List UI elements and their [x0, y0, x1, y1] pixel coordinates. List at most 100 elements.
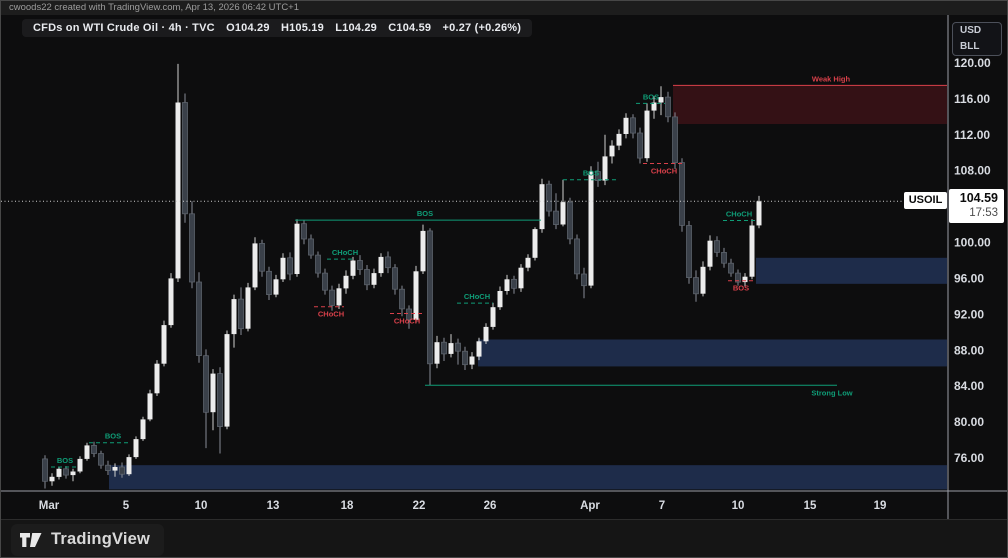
price-chart-pane[interactable]: BOS BOS BOS CHoCH CHoCH CHoCH CHoCH Strong Low B…	[1, 1, 1008, 519]
candle-down	[357, 255, 363, 275]
candle-up	[651, 96, 657, 119]
tradingview-logo-icon	[20, 532, 42, 547]
weak-high-label: Weak High	[812, 74, 851, 83]
price-tick: 88.00	[954, 343, 984, 357]
candle-down	[686, 221, 692, 284]
candle-up	[602, 134, 608, 186]
candle-up	[700, 261, 706, 297]
candle-up	[644, 103, 650, 162]
attribution-bar: cwoods22 created with TradingView.com, A…	[1, 1, 1007, 15]
candle-up	[231, 294, 237, 348]
candle-down	[574, 234, 580, 280]
unit-label[interactable]: BLL	[960, 41, 980, 52]
legend-change: +0.27 (+0.26%)	[442, 22, 522, 34]
candle-up	[84, 442, 90, 461]
price-tick: 112.00	[954, 128, 990, 142]
candle-down	[315, 251, 321, 278]
candle-up	[532, 227, 538, 261]
price-tick: 76.00	[954, 451, 984, 465]
price-tick: 92.00	[954, 307, 984, 321]
candle-down	[385, 251, 391, 274]
candle-up	[707, 235, 713, 271]
price-scale-unit-toggle[interactable]: USD BLL	[952, 22, 1002, 56]
candle-up	[588, 166, 594, 289]
last-price-value: 104.59	[959, 191, 998, 205]
tradingview-logo-link[interactable]: TradingView	[11, 523, 165, 556]
bos-label: BOS	[733, 284, 749, 293]
legend-open: O104.29	[226, 22, 270, 34]
candle-up	[483, 323, 489, 344]
candle-up	[609, 140, 615, 164]
candle-up	[49, 473, 55, 486]
demand-zone-low[interactable]	[109, 465, 947, 490]
candle-down	[399, 285, 405, 317]
bos-label: BOS	[643, 92, 659, 101]
time-tick: 7	[659, 500, 665, 512]
candle-down	[322, 268, 328, 295]
candle-up	[756, 195, 762, 229]
last-price-symbol-tag: USOIL	[904, 192, 947, 209]
tradingview-brand-text: TradingView	[51, 530, 151, 548]
price-tick: 108.00	[954, 164, 991, 178]
attribution-text: cwoods22 created with TradingView.com, A…	[9, 2, 300, 13]
candle-up	[168, 273, 174, 328]
supply-zone[interactable]	[673, 85, 947, 125]
candle-down	[203, 349, 209, 449]
candle-down	[546, 180, 552, 217]
demand-zone-mid[interactable]	[478, 339, 947, 367]
candle-up	[742, 273, 748, 287]
candle-down	[189, 201, 195, 289]
candle-up	[623, 113, 629, 139]
candle-up	[273, 274, 279, 298]
candle-down	[308, 234, 314, 259]
bos-label: BOS	[583, 169, 599, 178]
price-scale[interactable]	[948, 15, 1008, 491]
candle-down	[728, 258, 734, 277]
time-tick: 18	[341, 500, 354, 512]
price-tick: 120.00	[954, 56, 991, 70]
candle-up	[378, 253, 384, 277]
candle-up	[525, 254, 531, 272]
candle-down	[301, 220, 307, 245]
candle-down	[567, 197, 573, 245]
currency-label[interactable]: USD	[960, 25, 982, 36]
candle-up	[70, 468, 76, 482]
demand-zone-high[interactable]	[756, 257, 947, 284]
bos-label: BOS	[417, 209, 433, 218]
candle-down	[217, 367, 223, 454]
symbol-legend[interactable]: CFDs on WTI Crude Oil · 4h · TVC O104.29…	[22, 19, 533, 37]
time-scale[interactable]	[1, 491, 948, 519]
candle-down	[427, 228, 433, 386]
candle-up	[469, 352, 475, 370]
candle-up	[343, 270, 349, 294]
candle-up	[350, 256, 356, 280]
candle-down	[105, 460, 111, 475]
candle-up	[161, 320, 167, 367]
candle-up	[448, 334, 454, 358]
strong-low-label: Strong Low	[811, 388, 852, 397]
choch-label: CHoCH	[394, 317, 420, 326]
legend-low: L104.29	[335, 22, 377, 34]
candle-up	[175, 63, 181, 282]
candle-down	[637, 127, 643, 164]
bos-label: BOS	[105, 432, 121, 441]
candle-down	[259, 239, 265, 277]
candle-down	[735, 269, 741, 286]
price-tick: 80.00	[954, 415, 984, 429]
candle-up	[112, 463, 118, 477]
time-tick: 10	[732, 500, 745, 512]
candle-up	[154, 360, 160, 396]
candle-down	[91, 441, 97, 458]
candle-down	[595, 161, 601, 187]
time-tick: 15	[804, 500, 817, 512]
time-tick: 5	[123, 500, 130, 512]
candle-up	[420, 224, 426, 274]
candle-up	[210, 369, 216, 431]
candle-down	[721, 247, 727, 268]
candle-down	[98, 450, 104, 469]
candle-down	[364, 265, 370, 291]
candle-down	[42, 455, 48, 489]
candle-down	[196, 272, 202, 363]
candle-down	[665, 91, 671, 123]
candle-down	[581, 267, 587, 299]
